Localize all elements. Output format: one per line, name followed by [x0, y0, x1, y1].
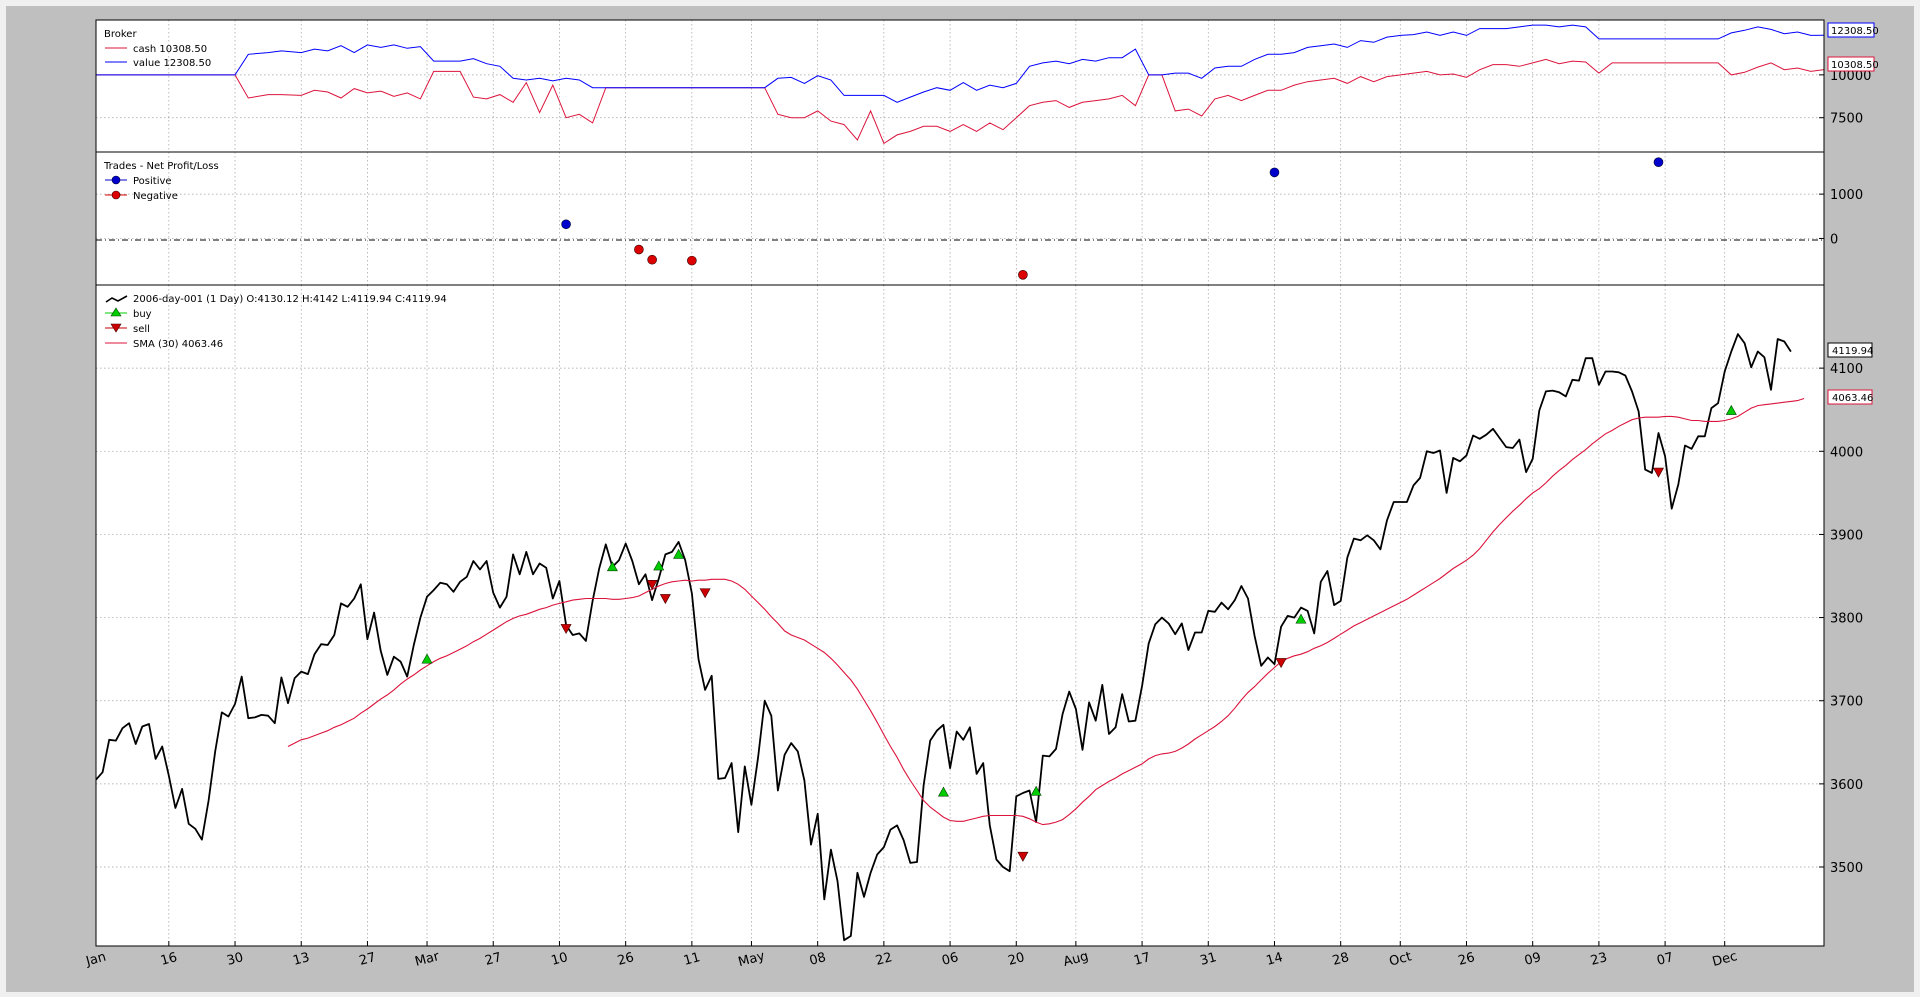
- buy-legend-label: buy: [133, 309, 152, 320]
- buy-marker-6: [1295, 613, 1307, 624]
- y-tick-label-3600: 3600: [1830, 778, 1863, 793]
- price-panel: 3500 3600 3700 3800 3900 4000 4100 2006-day-00…: [95, 284, 1873, 947]
- price-legend-line: [105, 295, 128, 303]
- value-legend-label: value 12308.50: [133, 58, 211, 69]
- trades-legend: Trades - Net Profit/Loss Positive Negati…: [103, 161, 219, 202]
- x-tick-label-1: 16: [159, 950, 179, 969]
- x-tick-label-3: 13: [291, 950, 311, 969]
- sell-legend-marker: [110, 323, 122, 333]
- x-tick-label-2: 30: [225, 950, 245, 969]
- negative-trade-point-0: [634, 244, 644, 255]
- price-last-value-tags: 4119.94 4063.46: [1827, 342, 1873, 405]
- x-tick-label-18: 14: [1265, 950, 1285, 969]
- y-tick-label-0: 0: [1830, 232, 1838, 247]
- sell-legend-label: sell: [133, 324, 150, 335]
- positive-legend-marker: [111, 175, 121, 185]
- y-tick-label-3800: 3800: [1830, 612, 1863, 627]
- cash-last-box: [1827, 56, 1875, 72]
- value-last-label: 12308.50: [1831, 26, 1879, 37]
- value-last-box: [1827, 22, 1875, 38]
- broker-last-value-tags: 12308.50 10308.50: [1827, 22, 1879, 72]
- x-tick-label-22: 09: [1523, 950, 1543, 969]
- sell-marker-2: [659, 594, 671, 605]
- cash-legend-label: cash 10308.50: [133, 44, 207, 55]
- y-tick-label-4100: 4100: [1830, 362, 1863, 377]
- sell-marker-1: [646, 580, 658, 590]
- close-last-label: 4119.94: [1832, 346, 1873, 357]
- x-tick-label-21: 26: [1457, 950, 1477, 969]
- price-line: [95, 333, 1792, 942]
- x-tick-label-5: Mar: [413, 949, 441, 970]
- sma-last-box: [1827, 389, 1873, 405]
- price-legend-label: 2006-day-001 (1 Day) O:4130.12 H:4142 L:…: [133, 294, 447, 305]
- x-tick-label-8: 26: [616, 950, 636, 969]
- sell-marker-0: [560, 624, 572, 635]
- x-tick-label-4: 27: [358, 950, 378, 969]
- y-tick-label-10000: 10000: [1830, 69, 1871, 84]
- close-last-box: [1827, 342, 1873, 358]
- x-tick-label-12: 22: [874, 950, 894, 969]
- y-tick-label-3700: 3700: [1830, 695, 1863, 710]
- x-tick-label-24: 07: [1655, 950, 1675, 969]
- positive-legend-label: Positive: [133, 176, 172, 187]
- x-tick-label-13: 06: [940, 950, 960, 969]
- trades-axes-background: [96, 152, 1824, 285]
- x-tick-label-15: Aug: [1062, 949, 1090, 970]
- sell-marker-3: [699, 588, 711, 599]
- buy-marker-2: [653, 560, 665, 571]
- y-tick-label-1000: 1000: [1830, 188, 1863, 203]
- x-tick-label-0: Jan: [84, 950, 108, 970]
- y-tick-label-7500: 7500: [1830, 112, 1863, 127]
- negative-trade-point-2: [687, 255, 697, 266]
- positive-trade-point-0: [561, 219, 571, 230]
- trades-title: Trades - Net Profit/Loss: [103, 161, 219, 172]
- buy-legend-marker: [110, 307, 122, 317]
- sma-last-label: 4063.46: [1832, 393, 1873, 404]
- sell-marker-4: [1017, 851, 1029, 862]
- negative-legend-marker: [111, 190, 121, 200]
- broker-title: Broker: [104, 29, 137, 40]
- negative-trade-point-1: [647, 254, 657, 265]
- price-axes-frame: [95, 284, 1825, 947]
- trades-panel: 0 1000 Trades - Net Profit/Loss Positive …: [95, 151, 1863, 286]
- buy-marker-3: [673, 548, 685, 559]
- sma-line: [287, 397, 1805, 826]
- broker-panel: 7500 10000 Broker cash 10308.50 value 123…: [95, 19, 1879, 153]
- broker-axes-background: [96, 20, 1824, 152]
- x-tick-label-11: 08: [808, 950, 828, 969]
- negative-legend-label: Negative: [133, 191, 178, 202]
- x-tick-label-10: May: [737, 949, 767, 971]
- x-tick-label-6: 27: [483, 950, 503, 969]
- price-legend: 2006-day-001 (1 Day) O:4130.12 H:4142 L:…: [105, 294, 447, 350]
- buy-marker-0: [421, 653, 433, 664]
- x-tick-label-25: Dec: [1711, 949, 1739, 970]
- sma-legend-label: SMA (30) 4063.46: [133, 339, 223, 350]
- x-tick-label-17: 31: [1198, 950, 1218, 969]
- x-tick-label-20: Oct: [1388, 949, 1414, 969]
- sell-marker-5: [1275, 658, 1287, 669]
- cash-last-label: 10308.50: [1831, 60, 1879, 71]
- x-tick-label-9: 11: [682, 950, 702, 969]
- x-tick-label-14: 20: [1006, 950, 1026, 969]
- broker-legend: Broker cash 10308.50 value 12308.50: [104, 29, 211, 69]
- positive-trade-point-1: [1269, 167, 1280, 178]
- sell-marker-6: [1652, 467, 1664, 478]
- buy-marker-7: [1725, 404, 1737, 415]
- y-tick-label-3900: 3900: [1830, 528, 1863, 543]
- price-axes-background: [96, 285, 1824, 946]
- buy-marker-4: [937, 786, 949, 797]
- cash-line: [96, 58, 1825, 145]
- buy-marker-5: [1030, 785, 1042, 796]
- x-tick-label-23: 23: [1589, 950, 1609, 969]
- negative-trade-point-3: [1018, 270, 1028, 280]
- x-tick-label-19: 28: [1331, 950, 1351, 969]
- x-tick-label-16: 17: [1132, 950, 1152, 969]
- x-tick-label-7: 10: [550, 950, 570, 969]
- value-line: [96, 24, 1825, 103]
- y-tick-label-3500: 3500: [1830, 861, 1863, 876]
- y-tick-label-4000: 4000: [1830, 445, 1863, 460]
- positive-trade-point-2: [1653, 157, 1664, 167]
- buy-marker-1: [606, 561, 618, 572]
